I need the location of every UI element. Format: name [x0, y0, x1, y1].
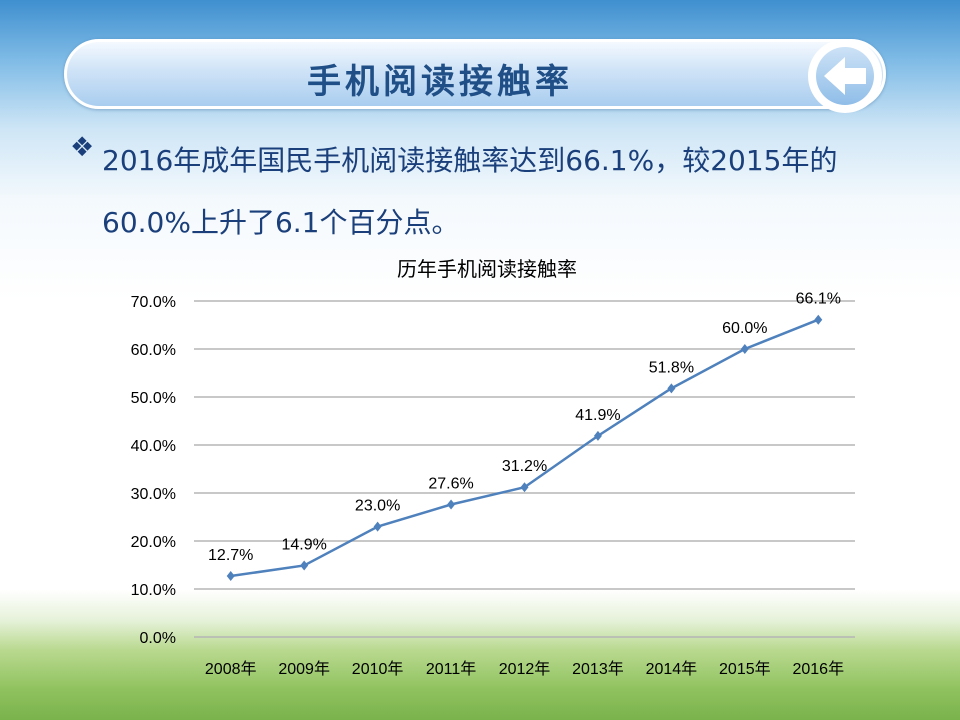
- data-point: [740, 344, 749, 354]
- data-label: 60.0%: [722, 320, 767, 337]
- y-tick-label: 30.0%: [131, 486, 176, 503]
- y-tick-label: 10.0%: [131, 582, 176, 599]
- data-point: [593, 430, 602, 441]
- data-label: 31.2%: [502, 458, 547, 475]
- data-point: [520, 482, 529, 493]
- x-tick-label: 2016年: [792, 660, 844, 678]
- x-tick-label: 2008年: [205, 660, 257, 678]
- x-tick-label: 2011年: [426, 660, 476, 678]
- data-label: 51.8%: [649, 359, 694, 376]
- data-point: [300, 560, 309, 571]
- y-tick-label: 70.0%: [131, 294, 176, 311]
- back-arrow-icon: [824, 57, 866, 95]
- data-label: 41.9%: [575, 407, 620, 424]
- chart-title: 历年手机阅读接触率: [397, 257, 577, 281]
- x-tick-label: 2015年: [719, 660, 771, 678]
- data-point: [226, 571, 235, 582]
- data-label: 66.1%: [796, 291, 841, 308]
- y-tick-label: 0.0%: [140, 630, 176, 647]
- x-tick-label: 2012年: [499, 660, 551, 678]
- x-tick-label: 2010年: [352, 660, 404, 678]
- title-bar: 手机阅读接触率: [64, 39, 886, 109]
- data-label: 23.0%: [355, 498, 400, 515]
- slide-title: 手机阅读接触率: [307, 62, 573, 102]
- x-tick-label: 2014年: [646, 660, 698, 678]
- data-label: 12.7%: [208, 547, 253, 564]
- data-point: [373, 521, 382, 532]
- y-tick-label: 60.0%: [131, 342, 176, 359]
- data-label: 14.9%: [281, 536, 326, 553]
- diamond-bullet-icon: ❖: [70, 132, 95, 163]
- back-button[interactable]: [808, 39, 882, 113]
- y-tick-label: 40.0%: [131, 438, 176, 455]
- x-tick-label: 2009年: [278, 660, 330, 678]
- data-point: [667, 383, 676, 394]
- y-tick-label: 20.0%: [131, 534, 176, 551]
- data-label: 27.6%: [428, 476, 473, 493]
- y-tick-label: 50.0%: [131, 390, 176, 407]
- data-point: [814, 314, 823, 325]
- x-tick-label: 2013年: [572, 660, 624, 678]
- summary-text: 2016年成年国民手机阅读接触率达到66.1%，较2015年的60.0%上升了6…: [102, 144, 838, 239]
- data-point: [447, 499, 456, 510]
